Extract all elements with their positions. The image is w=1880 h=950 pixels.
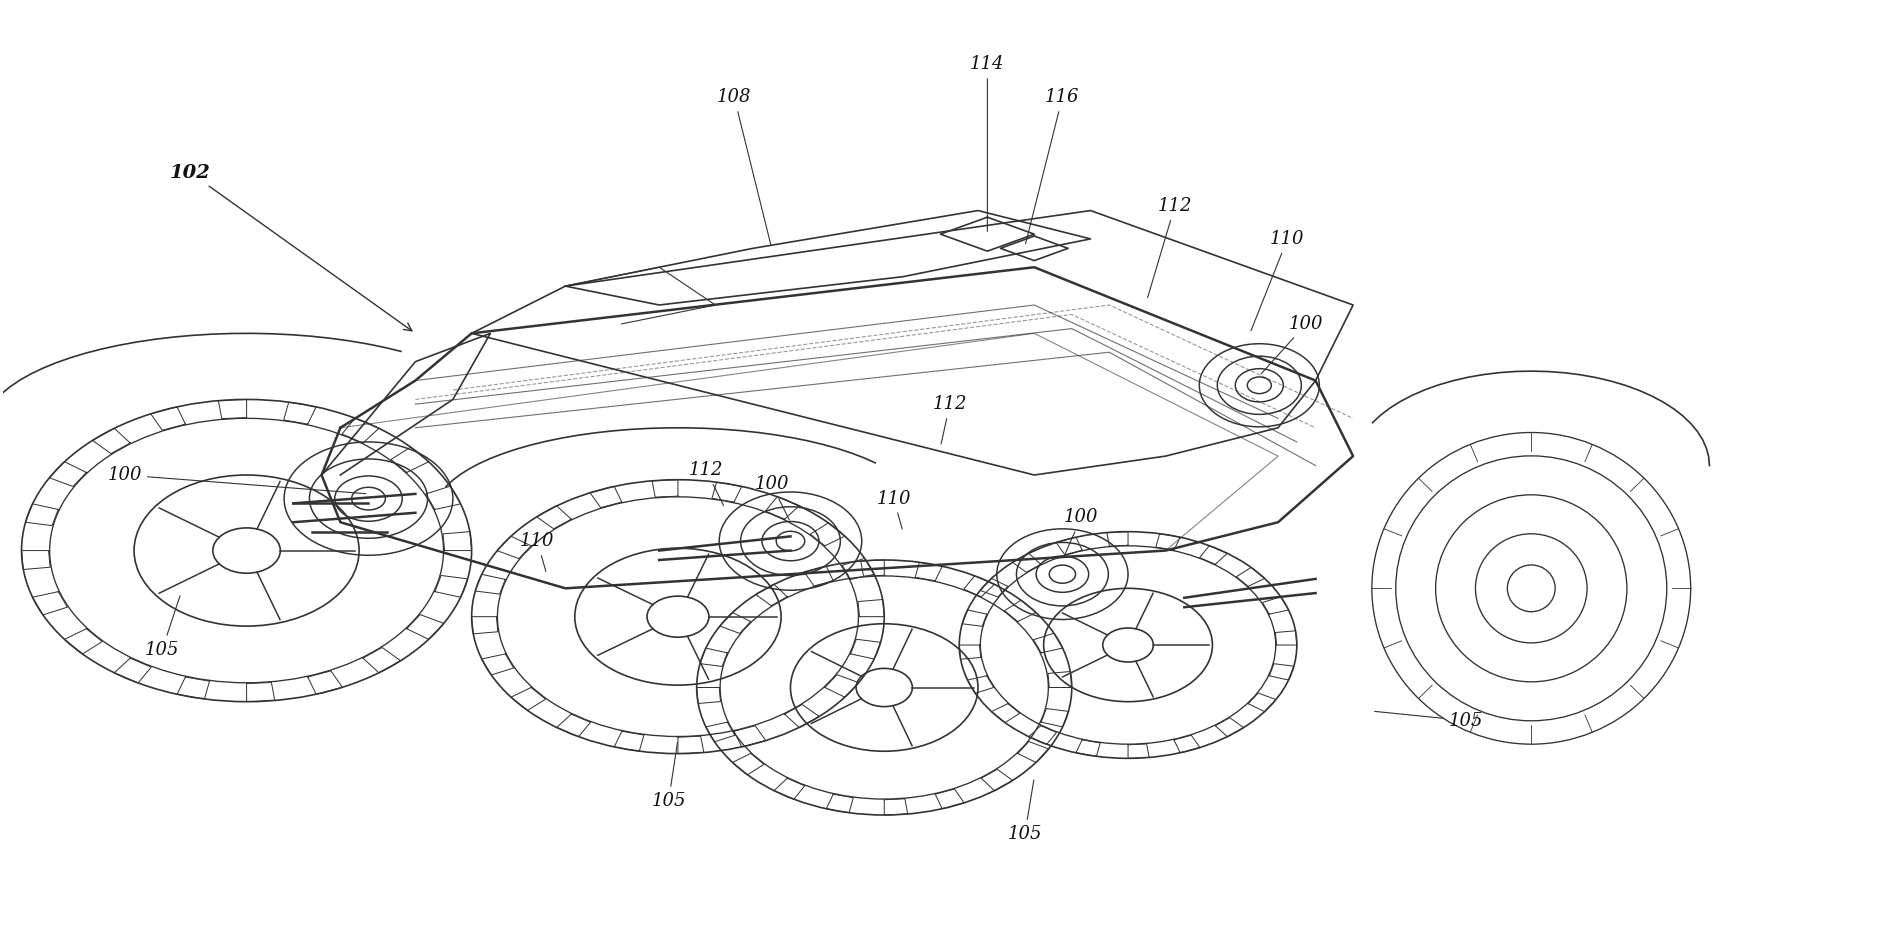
Text: 102: 102	[169, 163, 412, 331]
Text: 110: 110	[876, 489, 910, 529]
Text: 114: 114	[970, 55, 1004, 232]
Text: 116: 116	[1025, 88, 1079, 244]
Text: 105: 105	[1008, 780, 1042, 843]
Text: 105: 105	[650, 742, 686, 809]
Text: 100: 100	[754, 475, 790, 520]
Text: 108: 108	[716, 88, 771, 246]
Text: 100: 100	[1260, 314, 1324, 373]
Text: 112: 112	[932, 395, 966, 444]
Text: 105: 105	[145, 596, 180, 658]
Text: 105: 105	[1374, 712, 1481, 730]
Text: 110: 110	[519, 532, 555, 572]
Text: 100: 100	[1062, 508, 1098, 558]
Text: 112: 112	[688, 462, 724, 505]
Text: 110: 110	[1250, 230, 1305, 331]
Text: 112: 112	[1147, 197, 1192, 297]
Text: 100: 100	[107, 466, 365, 494]
